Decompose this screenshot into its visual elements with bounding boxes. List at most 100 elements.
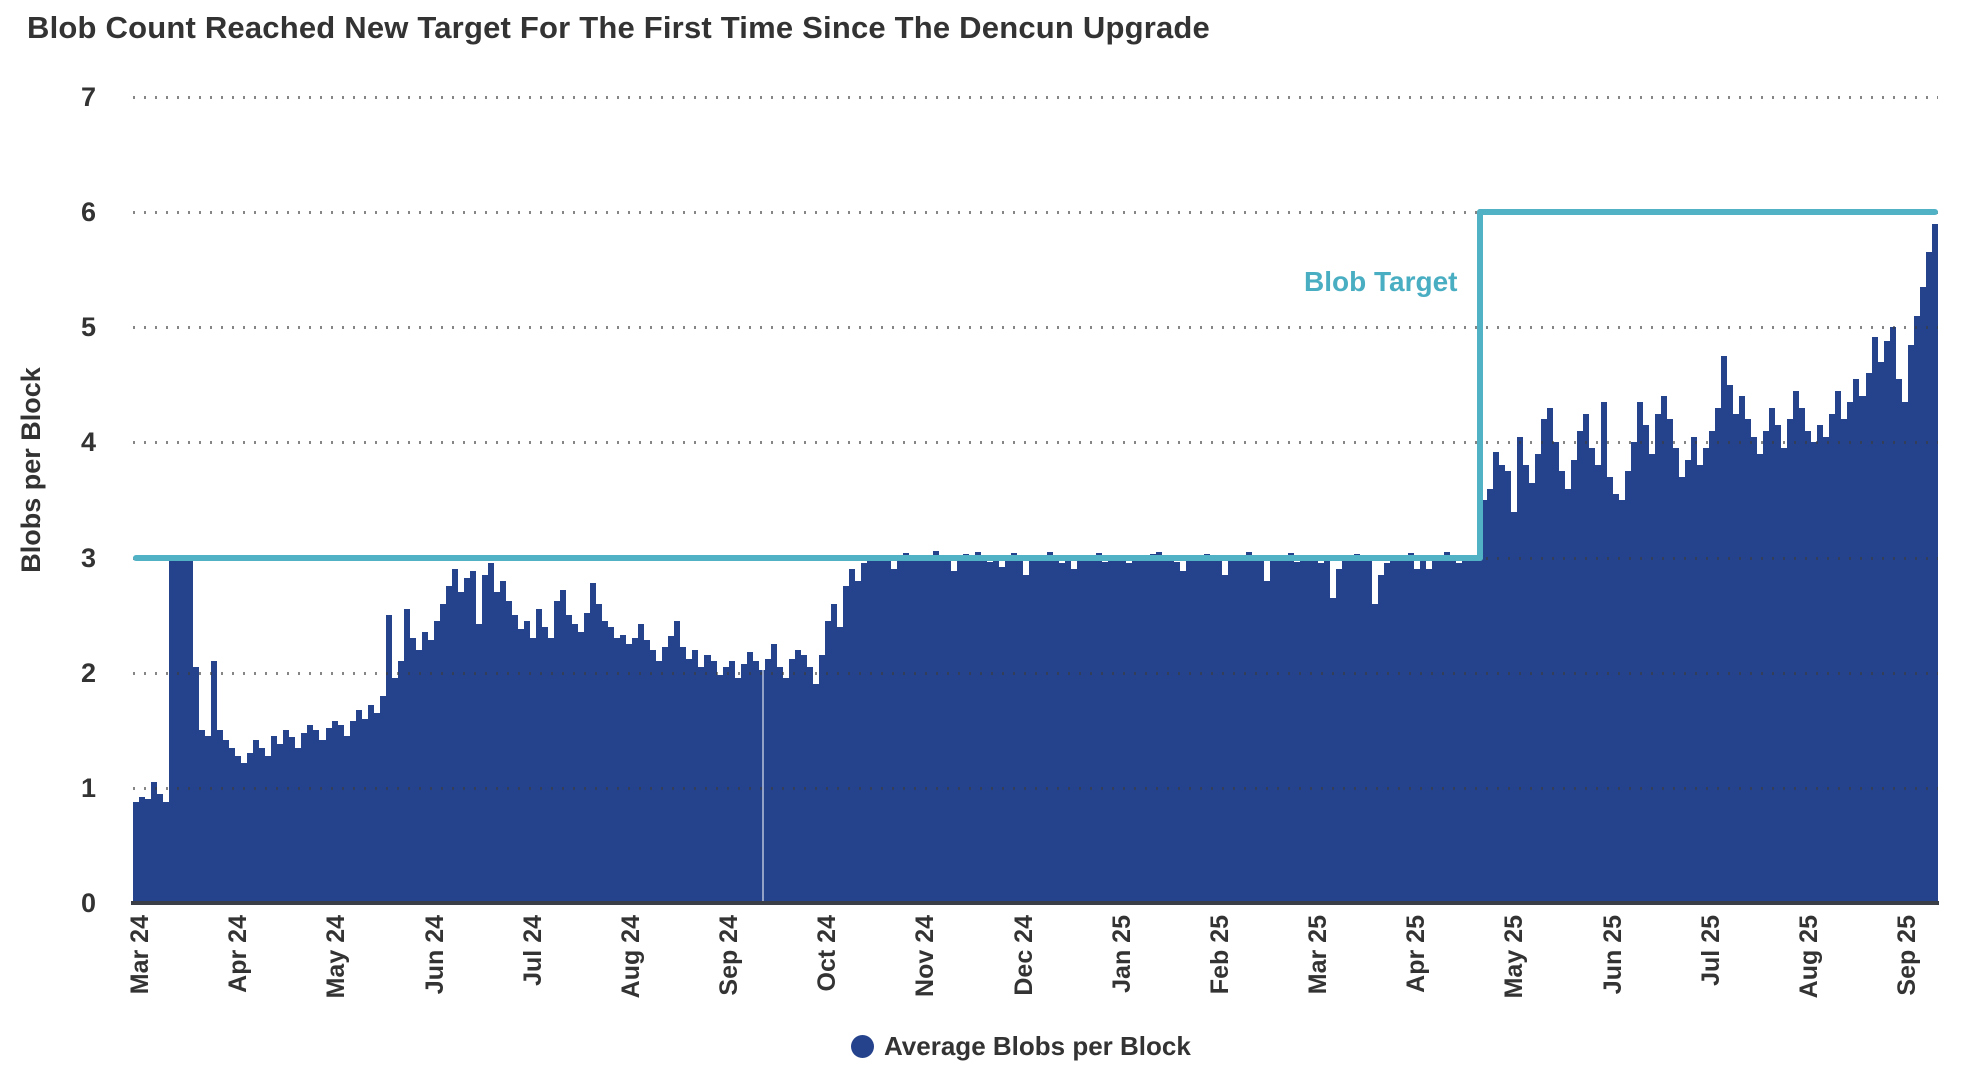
bar	[1606, 476, 1613, 903]
bar	[1378, 574, 1385, 903]
bar	[1191, 559, 1198, 903]
bar	[1558, 471, 1565, 903]
x-axis-line	[131, 901, 1939, 905]
bar	[157, 793, 164, 903]
bar	[1324, 557, 1331, 903]
bar	[1281, 557, 1288, 903]
bar	[1263, 580, 1270, 903]
bar	[181, 557, 188, 903]
bar	[1636, 402, 1643, 903]
x-tick-mar-24: Mar 24	[126, 915, 155, 995]
bar	[686, 658, 693, 903]
x-tick-dec-24: Dec 24	[1009, 915, 1038, 996]
bar	[1877, 361, 1884, 903]
bar	[662, 647, 669, 903]
bar	[1757, 453, 1764, 903]
bar	[1101, 562, 1108, 903]
bar	[1149, 554, 1156, 903]
bar	[1047, 551, 1054, 903]
bar	[1468, 555, 1475, 903]
bar	[379, 695, 386, 903]
bar	[1396, 555, 1403, 903]
bar	[1841, 419, 1848, 903]
bar	[1348, 555, 1355, 903]
bar	[1709, 430, 1716, 903]
bar	[1035, 555, 1042, 903]
bar	[758, 670, 765, 903]
bar	[505, 601, 512, 903]
bar	[993, 555, 1000, 903]
gridline-6	[133, 211, 1938, 215]
y-tick-0: 0	[80, 888, 96, 918]
x-tick-oct-24: Oct 24	[813, 915, 842, 992]
bar	[253, 739, 260, 903]
bar	[1354, 554, 1361, 903]
bar	[1576, 430, 1583, 903]
bar	[307, 724, 314, 903]
bar	[608, 626, 615, 903]
bar	[1131, 555, 1138, 903]
bar	[1077, 555, 1084, 903]
bar	[1197, 557, 1204, 903]
bar	[1540, 419, 1547, 903]
bar	[199, 730, 206, 903]
bar	[1245, 551, 1252, 903]
bar	[193, 666, 200, 903]
bar	[1330, 597, 1337, 903]
x-tick-sep-24: Sep 24	[715, 915, 744, 996]
bar	[367, 704, 374, 903]
bar	[403, 609, 410, 903]
bar	[1432, 555, 1439, 903]
bar	[1697, 465, 1704, 903]
bar	[259, 747, 266, 903]
bar	[211, 661, 218, 903]
bar	[1161, 558, 1168, 903]
bar	[481, 574, 488, 903]
bar	[1931, 223, 1938, 903]
bar	[1642, 425, 1649, 903]
bar	[1402, 559, 1409, 903]
bar	[602, 620, 609, 903]
bar	[427, 640, 434, 903]
bar	[301, 732, 308, 903]
bar	[554, 601, 561, 903]
bar	[1648, 453, 1655, 903]
bar	[175, 557, 182, 903]
bar	[1510, 511, 1517, 903]
bar	[650, 649, 657, 903]
bar	[1155, 551, 1162, 903]
bar	[890, 569, 897, 903]
bar	[1426, 569, 1433, 903]
gridline-7	[133, 96, 1938, 99]
bar	[1336, 569, 1343, 903]
bar	[1474, 559, 1481, 903]
bar	[1312, 556, 1319, 903]
bar	[1901, 402, 1908, 903]
bar	[1011, 552, 1018, 903]
bar	[1306, 559, 1313, 903]
bar	[866, 557, 873, 903]
bar	[1462, 557, 1469, 903]
bar	[313, 730, 320, 903]
bar	[794, 649, 801, 903]
bar	[644, 640, 651, 903]
bar	[1029, 557, 1036, 903]
bar	[247, 753, 254, 903]
y-tick-6: 6	[80, 197, 96, 228]
x-tick-apr-24: Apr 24	[224, 915, 253, 993]
bar	[241, 762, 248, 903]
bar	[1925, 252, 1932, 903]
bar	[824, 620, 831, 903]
bar	[1907, 344, 1914, 903]
bar	[343, 736, 350, 903]
bar	[927, 559, 934, 903]
bar	[981, 557, 988, 903]
bar	[692, 649, 699, 903]
bar	[1360, 561, 1367, 903]
bar	[740, 663, 747, 903]
bar	[1269, 559, 1276, 903]
blob-target-line-step	[1476, 209, 1483, 561]
bar	[1703, 448, 1710, 903]
bar	[1143, 561, 1150, 903]
bar	[975, 551, 982, 903]
